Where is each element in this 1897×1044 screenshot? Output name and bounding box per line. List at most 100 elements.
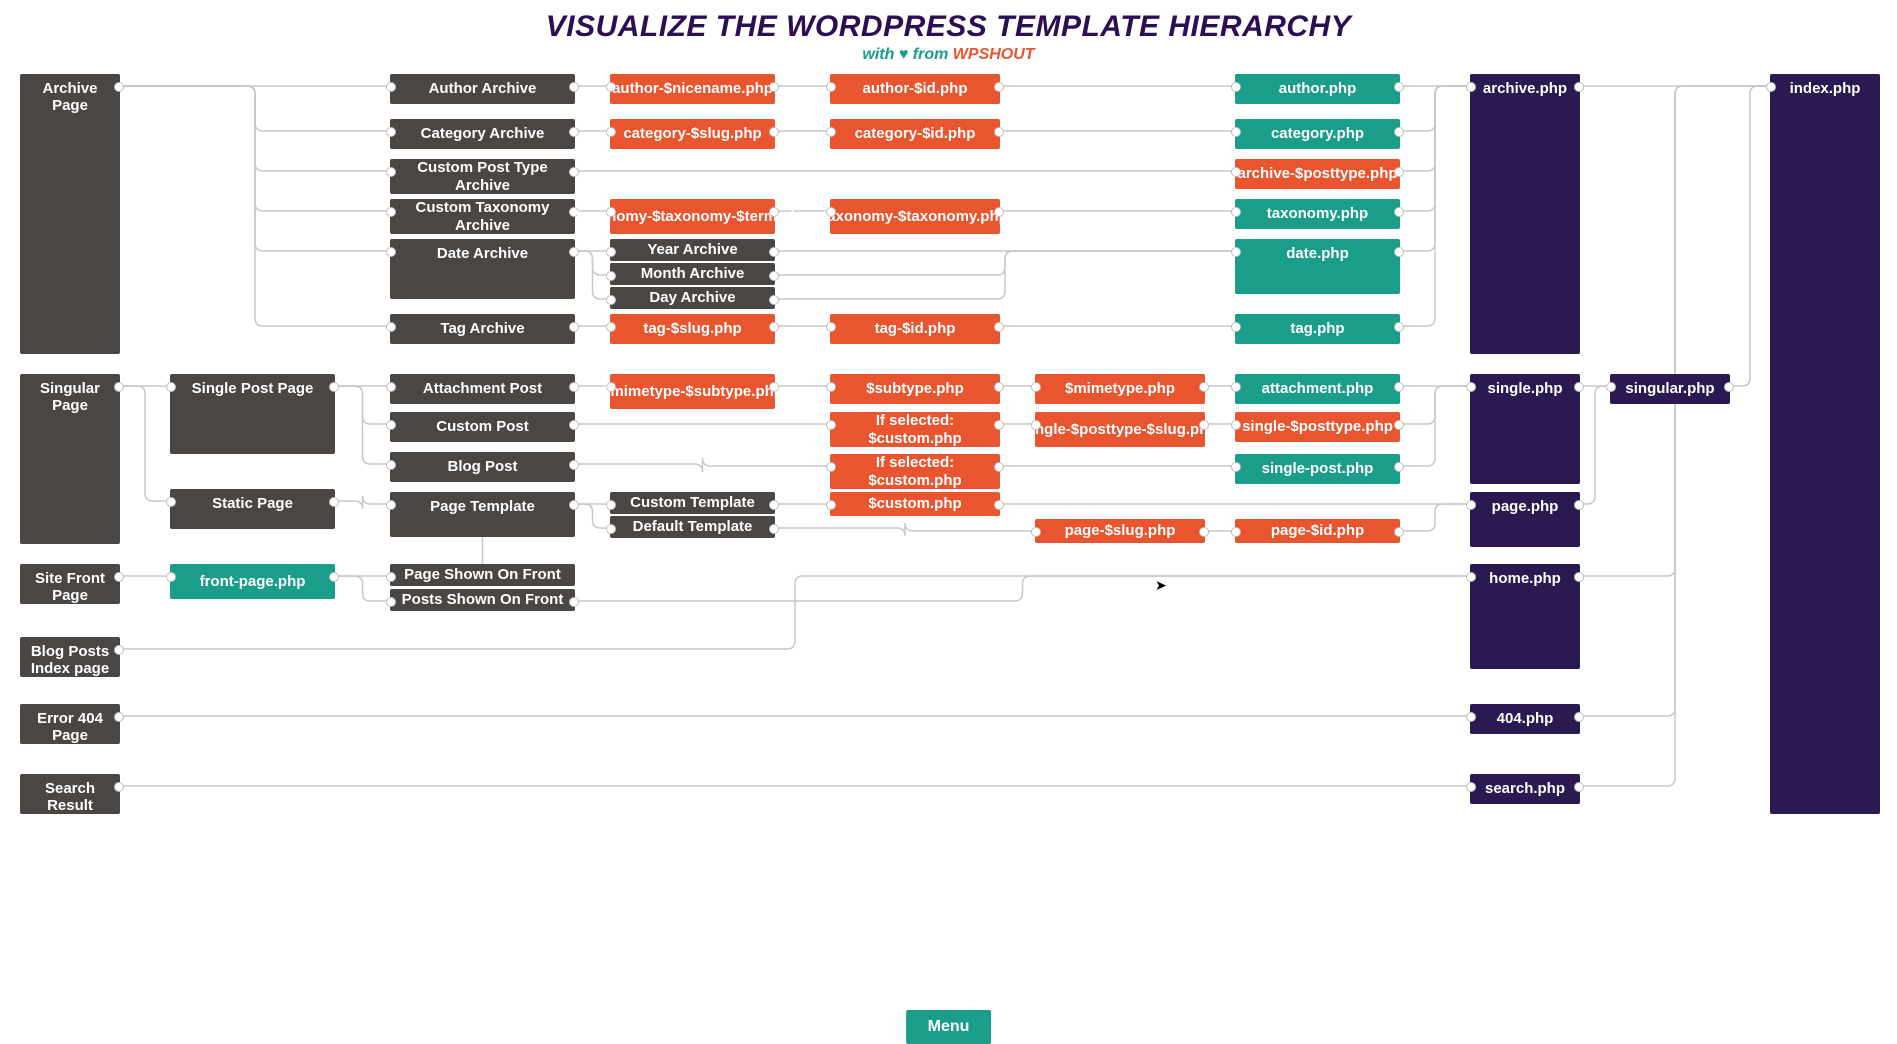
node-attach_post[interactable]: Attachment Post [390,374,575,404]
node-tax_tax[interactable]: taxonomy-$taxonomy.php [830,199,1000,234]
node-date_archive[interactable]: Date Archive [390,239,575,299]
node-year_arch[interactable]: Year Archive [610,239,775,261]
connector-dot [994,127,1004,137]
node-archive_page[interactable]: Archive Page [20,74,120,354]
node-tax_php[interactable]: taxonomy.php [1235,199,1400,229]
node-tag_slug[interactable]: tag-$slug.php [610,314,775,344]
node-front_page_php[interactable]: front-page.php [170,564,335,599]
connector-dot [1031,420,1041,430]
node-day_arch[interactable]: Day Archive [610,287,775,309]
node-static_page[interactable]: Static Page [170,489,335,529]
node-index_php[interactable]: index.php [1770,74,1880,814]
node-custom_post[interactable]: Custom Post [390,412,575,442]
node-singular_page[interactable]: Singular Page [20,374,120,544]
cursor-icon: ➤ [1155,577,1167,594]
connector-dot [386,572,396,582]
node-single_pt[interactable]: single-$posttype.php [1235,412,1400,442]
node-attachment_php[interactable]: attachment.php [1235,374,1400,404]
menu-button[interactable]: Menu [906,1010,992,1044]
node-search_php[interactable]: search.php [1470,774,1580,804]
node-archive_php[interactable]: archive.php [1470,74,1580,354]
connector-dot [166,572,176,582]
connector-dot [386,420,396,430]
node-author_id[interactable]: author-$id.php [830,74,1000,104]
node-category_archive[interactable]: Category Archive [390,119,575,149]
connector-dot [994,420,1004,430]
node-cpt_archive[interactable]: Custom Post Type Archive [390,159,575,194]
node-single_pt_slug[interactable]: single-$posttype-$slug.php [1035,412,1205,447]
node-page_template[interactable]: Page Template [390,492,575,537]
node-label: author-$id.php [863,80,968,97]
connector-dot [1231,527,1241,537]
node-label: page-$id.php [1271,522,1364,539]
node-singular_php[interactable]: singular.php [1610,374,1730,404]
connector-dot [606,322,616,332]
node-label: Default Template [633,518,753,535]
node-tax_archive[interactable]: Custom Taxonomy Archive [390,199,575,234]
node-single_php[interactable]: single.php [1470,374,1580,484]
connector-dot [1199,382,1209,392]
node-mime_sub[interactable]: $mimetype-$subtype.php [610,374,775,409]
node-error_404[interactable]: Error 404 Page [20,704,120,744]
connector-dot [1394,527,1404,537]
connector-dot [769,295,779,305]
connector-dot [606,127,616,137]
connector-dot [166,382,176,392]
node-if_sel_custom1[interactable]: If selected: $custom.php [830,412,1000,447]
connector-dot [994,207,1004,217]
connector-dot [1466,500,1476,510]
node-site_front[interactable]: Site Front Page [20,564,120,604]
node-custom_php[interactable]: $custom.php [830,492,1000,516]
connector-dot [606,207,616,217]
node-label: Year Archive [647,241,737,258]
node-page_php[interactable]: page.php [1470,492,1580,547]
connector-dot [1466,712,1476,722]
node-default_template[interactable]: Default Template [610,516,775,538]
node-search_page[interactable]: Search Result Page [20,774,120,814]
node-blog_posts[interactable]: Blog Posts Index page [20,637,120,677]
connector-dot [114,572,124,582]
connector-dot [1031,527,1041,537]
node-label: Custom Taxonomy Archive [398,199,567,234]
node-if_sel_custom2[interactable]: If selected: $custom.php [830,454,1000,489]
connector-dot [1574,782,1584,792]
node-author_php[interactable]: author.php [1235,74,1400,104]
node-arch_posttype[interactable]: archive-$posttype.php [1235,159,1400,189]
node-tag_php[interactable]: tag.php [1235,314,1400,344]
connector-dot [1574,500,1584,510]
node-label: If selected: $custom.php [838,454,992,489]
node-author_nice[interactable]: author-$nicename.php [610,74,775,104]
node-posts_on_front[interactable]: Posts Shown On Front [390,589,575,611]
node-author_archive[interactable]: Author Archive [390,74,575,104]
node-cat_slug[interactable]: category-$slug.php [610,119,775,149]
connector-dot [606,82,616,92]
node-month_arch[interactable]: Month Archive [610,263,775,285]
node-label: single-$posttype.php [1242,418,1393,435]
node-date_php[interactable]: date.php [1235,239,1400,294]
node-label: page.php [1492,498,1559,515]
node-label: Single Post Page [192,380,314,397]
connector-dot [994,322,1004,332]
node-label: author-$nicename.php [612,80,773,97]
node-single_post_page[interactable]: Single Post Page [170,374,335,454]
connector-dot [1574,82,1584,92]
node-cat_php[interactable]: category.php [1235,119,1400,149]
node-custom_template[interactable]: Custom Template [610,492,775,514]
node-tag_id[interactable]: tag-$id.php [830,314,1000,344]
node-label: Archive Page [28,80,112,115]
node-404_php[interactable]: 404.php [1470,704,1580,734]
node-tag_archive[interactable]: Tag Archive [390,314,575,344]
node-mimetype[interactable]: $mimetype.php [1035,374,1205,404]
connector-dot [1394,420,1404,430]
node-home_php[interactable]: home.php [1470,564,1580,669]
node-page_id[interactable]: page-$id.php [1235,519,1400,543]
node-page_on_front[interactable]: Page Shown On Front [390,564,575,586]
node-subtype[interactable]: $subtype.php [830,374,1000,404]
node-label: $subtype.php [866,380,964,397]
connector-dot [569,167,579,177]
node-blog_post[interactable]: Blog Post [390,452,575,482]
node-cat_id[interactable]: category-$id.php [830,119,1000,149]
node-tax_term[interactable]: taxonomy-$taxonomy-$term.php [610,199,775,234]
node-single_post_php[interactable]: single-post.php [1235,454,1400,484]
node-page_slug[interactable]: page-$slug.php [1035,519,1205,543]
